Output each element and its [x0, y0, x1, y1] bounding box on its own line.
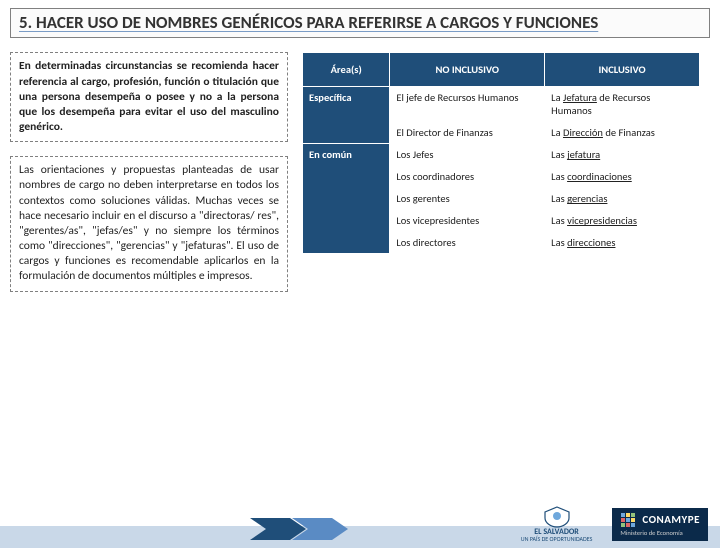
cell-no-inclusivo: Los Jefes	[390, 144, 545, 166]
logo-subtext: Ministerio de Economía	[620, 529, 682, 537]
text-underline: Dirección	[563, 126, 603, 139]
page-title: 5. HACER USO DE NOMBRES GENÉRICOS PARA R…	[19, 13, 701, 33]
text-underline: direcciones	[567, 236, 615, 249]
text-underline: Jefatura	[563, 91, 597, 104]
title-box: 5. HACER USO DE NOMBRES GENÉRICOS PARA R…	[10, 8, 710, 38]
cell-inclusivo: Las gerencias	[545, 188, 700, 210]
text: Las	[551, 236, 567, 249]
shield-icon	[542, 506, 572, 528]
text: de Finanzas	[603, 126, 655, 139]
text: Las	[551, 148, 567, 161]
category-specific: Específica	[303, 87, 390, 144]
footer-logos: EL SALVADOR UN PAÍS DE OPORTUNIDADES CON…	[521, 506, 708, 542]
logo-text: CONAMYPE	[642, 513, 700, 526]
text: Las	[551, 214, 567, 227]
logo-conamype: CONAMYPE Ministerio de Economía	[612, 508, 708, 541]
logo-subtext: UN PAÍS DE OPORTUNIDADES	[521, 536, 593, 542]
table-header-row: Área(s) NO INCLUSIVO INCLUSIVO	[303, 53, 700, 87]
cell-no-inclusivo: El Director de Finanzas	[390, 122, 545, 144]
cell-inclusivo: La Jefatura de Recursos Humanos	[545, 87, 700, 122]
cell-no-inclusivo: El jefe de Recursos Humanos	[390, 87, 545, 122]
cell-no-inclusivo: Los gerentes	[390, 188, 545, 210]
text-underline: vicepresidencias	[567, 214, 637, 227]
cell-inclusivo: Las direcciones	[545, 232, 700, 254]
cell-inclusivo: Las coordinaciones	[545, 166, 700, 188]
cell-inclusivo: Las jefatura	[545, 144, 700, 166]
text: Las	[551, 170, 567, 183]
text-underline: coordinaciones	[567, 170, 632, 183]
col-no-inclusivo: NO INCLUSIVO	[390, 53, 545, 87]
examples-table: Área(s) NO INCLUSIVO INCLUSIVO Específic…	[302, 52, 700, 254]
logo-el-salvador: EL SALVADOR UN PAÍS DE OPORTUNIDADES	[521, 506, 593, 542]
cell-no-inclusivo: Los coordinadores	[390, 166, 545, 188]
left-column: En determinadas circunstancias se recomi…	[10, 52, 288, 291]
paragraph-1: En determinadas circunstancias se recomi…	[10, 52, 288, 142]
text-underline: jefatura	[567, 148, 600, 161]
table-row: En común Los Jefes Las jefatura	[303, 144, 700, 166]
cell-no-inclusivo: Los vicepresidentes	[390, 210, 545, 232]
text: La	[551, 91, 563, 104]
cell-inclusivo: Las vicepresidencias	[545, 210, 700, 232]
category-common: En común	[303, 144, 390, 254]
table-row: Específica El jefe de Recursos Humanos L…	[303, 87, 700, 122]
grid-icon	[620, 512, 636, 528]
col-area: Área(s)	[303, 53, 390, 87]
content: En determinadas circunstancias se recomi…	[0, 52, 720, 291]
logo-row: CONAMYPE	[620, 512, 700, 528]
col-inclusivo: INCLUSIVO	[545, 53, 700, 87]
cell-inclusivo: La Dirección de Finanzas	[545, 122, 700, 144]
text-underline: gerencias	[567, 192, 607, 205]
text: La	[551, 126, 563, 139]
paragraph-2: Las orientaciones y propuestas planteada…	[10, 156, 288, 291]
right-column: Área(s) NO INCLUSIVO INCLUSIVO Específic…	[302, 52, 700, 291]
text: Las	[551, 192, 567, 205]
cell-no-inclusivo: Los directores	[390, 232, 545, 254]
